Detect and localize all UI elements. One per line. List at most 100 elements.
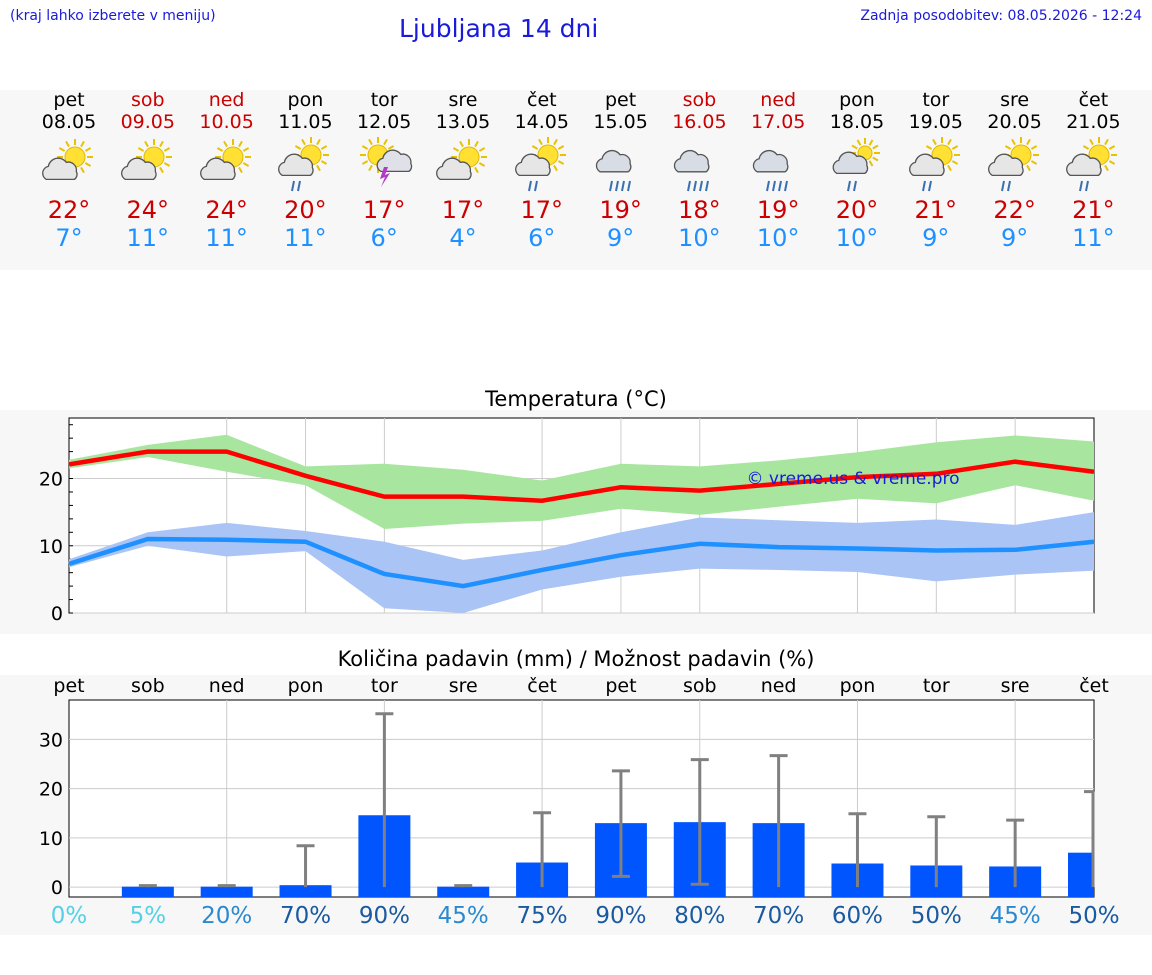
cloud-rain-icon xyxy=(832,138,880,192)
day-date: 14.05 xyxy=(514,111,569,133)
day-date: 21.05 xyxy=(1066,111,1121,133)
temp-max-range-band xyxy=(69,434,1094,529)
sun-rain-icon xyxy=(514,137,566,192)
sun-cloud-icon xyxy=(42,139,93,181)
precip-chance-label: 45% xyxy=(437,903,489,929)
day-name: pon xyxy=(287,89,324,111)
day-date: 13.05 xyxy=(435,111,491,133)
day-name: sob xyxy=(131,89,165,111)
day-name: tor xyxy=(370,89,398,111)
precip-chance-label: 50% xyxy=(1068,903,1120,929)
precip-chance-label: 75% xyxy=(516,903,568,929)
temperature-chart: 0 10 20 © vreme.us & vreme.pro xyxy=(39,417,1095,625)
precip-day-label: tor xyxy=(370,675,398,697)
precip-chance-label: 0% xyxy=(50,903,88,929)
sun-cloud-icon xyxy=(436,139,487,181)
precip-day-label: čet xyxy=(527,675,557,697)
sun-rain-icon xyxy=(908,137,960,192)
day-date: 19.05 xyxy=(908,111,963,133)
precip-chance-label: 50% xyxy=(910,903,962,929)
day-name: sob xyxy=(682,89,717,111)
forecast-strip xyxy=(0,90,1152,270)
temp-max-line xyxy=(68,449,1095,503)
precipitation-chart-title: Količina padavin (mm) / Možnost padavin … xyxy=(337,647,815,671)
day-name: tor xyxy=(922,89,950,111)
temp-ytick-label: 0 xyxy=(51,603,63,625)
temp-max: 21° xyxy=(1072,196,1115,224)
heavy-rain-icon xyxy=(595,149,632,192)
precip-plot-area xyxy=(68,699,1095,898)
heavy-rain-icon xyxy=(753,149,789,192)
temp-min: 4° xyxy=(449,224,477,252)
precip-chance-label: 70% xyxy=(753,903,805,929)
temp-max: 17° xyxy=(362,196,406,224)
temp-min: 11° xyxy=(1072,224,1115,252)
temp-min-line xyxy=(68,536,1095,589)
last-update: Zadnja posodobitev: 08.05.2026 - 12:24 xyxy=(860,8,1142,24)
precip-chance-label: 70% xyxy=(279,903,332,929)
sun-thunder-icon xyxy=(360,137,413,187)
sun-cloud-icon xyxy=(120,139,172,181)
temp-max: 21° xyxy=(914,196,958,224)
temp-min: 11° xyxy=(284,224,327,252)
temp-max: 19° xyxy=(599,196,642,224)
day-name: sre xyxy=(1000,89,1030,111)
day-date: 08.05 xyxy=(41,111,97,133)
day-date: 17.05 xyxy=(750,111,806,133)
precip-ytick-label: 20 xyxy=(39,779,63,801)
temp-min: 9° xyxy=(606,224,635,252)
temp-ytick-label: 10 xyxy=(39,536,63,558)
watermark: © vreme.us & vreme.pro xyxy=(746,469,959,489)
precip-day-label: sob xyxy=(682,675,717,697)
precipitation-chart: 0 10 20 30 xyxy=(39,699,1095,899)
precip-chance-label: 90% xyxy=(358,903,410,929)
precip-bar xyxy=(200,886,253,897)
temp-min: 7° xyxy=(55,224,83,252)
temp-min: 9° xyxy=(1000,224,1029,252)
precip-bar xyxy=(121,886,174,897)
sun-cloud-icon xyxy=(199,139,251,181)
day-name: pet xyxy=(604,89,637,111)
sun-rain-icon xyxy=(987,137,1039,192)
sun-rain-icon xyxy=(1066,137,1118,192)
day-date: 16.05 xyxy=(672,111,727,133)
sun-rain-icon xyxy=(278,137,330,192)
precip-day-label: ned xyxy=(760,675,797,697)
temp-max: 22° xyxy=(47,196,91,224)
heavy-rain-icon xyxy=(674,149,710,192)
precip-day-label: čet xyxy=(1079,675,1109,697)
day-name: pon xyxy=(839,89,875,111)
precip-day-label: sre xyxy=(1000,675,1030,697)
day-date: 11.05 xyxy=(278,111,333,133)
temperature-chart-title: Temperatura (°C) xyxy=(485,387,667,411)
temp-min: 9° xyxy=(922,224,950,252)
precip-bar xyxy=(437,886,490,897)
precip-day-label: pet xyxy=(605,675,637,697)
precip-ytick-label: 10 xyxy=(39,828,63,850)
day-date: 10.05 xyxy=(199,111,254,133)
precip-day-label: sre xyxy=(448,675,478,697)
precip-day-label: ned xyxy=(208,675,245,697)
precip-day-label: pet xyxy=(53,675,85,697)
precip-ytick-label: 30 xyxy=(39,729,63,751)
temp-max: 24° xyxy=(126,196,170,224)
precip-chance-label: 5% xyxy=(129,903,167,929)
temp-max: 18° xyxy=(678,196,721,224)
day-date: 15.05 xyxy=(593,111,648,133)
precip-bar xyxy=(1068,852,1094,897)
day-name: sre xyxy=(448,89,478,111)
precip-day-label: pon xyxy=(287,675,324,697)
day-name: ned xyxy=(760,89,797,111)
temp-max: 24° xyxy=(205,196,248,224)
precip-chance-label: 80% xyxy=(674,903,726,929)
precip-chance-label: 45% xyxy=(989,903,1041,929)
precip-day-label: tor xyxy=(922,675,950,697)
temp-min: 6° xyxy=(528,224,556,252)
precip-day-label: sob xyxy=(131,675,165,697)
temp-min: 10° xyxy=(678,224,721,252)
temp-min: 11° xyxy=(205,224,248,252)
day-name: čet xyxy=(527,89,557,111)
temp-min: 11° xyxy=(126,224,170,252)
temp-min: 10° xyxy=(835,224,879,252)
day-name: pet xyxy=(53,89,85,111)
